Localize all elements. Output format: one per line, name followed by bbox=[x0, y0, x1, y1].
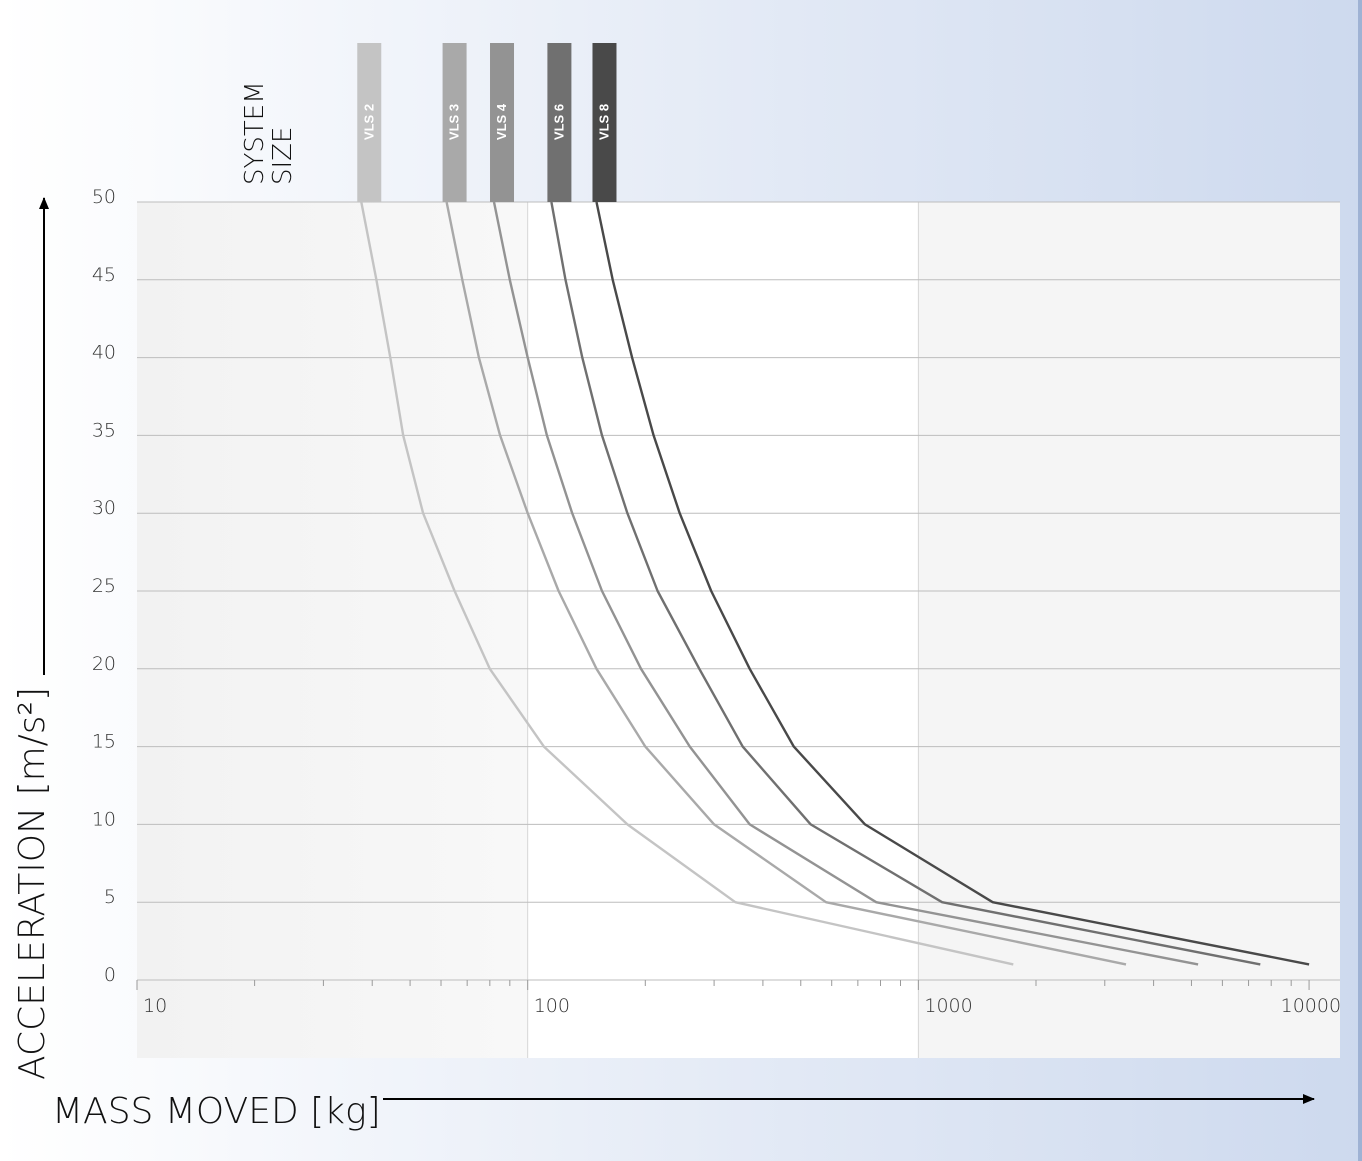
system-size-tab-bar bbox=[490, 43, 515, 202]
x-tick-label-10000: 10000 bbox=[1281, 995, 1341, 1017]
system-size-tab: VLS 3 bbox=[442, 43, 467, 202]
system-size-tab: VLS 2 bbox=[357, 43, 382, 202]
series-line-vls-2 bbox=[360, 201, 1014, 966]
system-size-tab-bar bbox=[442, 43, 467, 202]
series-line-vls-8 bbox=[595, 201, 1310, 966]
legend-title-line1: SYSTEM bbox=[240, 81, 270, 185]
system-size-tab-bar bbox=[592, 43, 617, 202]
y-tick-label-40: 40 bbox=[92, 342, 116, 364]
y-tick-label-15: 15 bbox=[92, 731, 116, 753]
y-tick-label-10: 10 bbox=[92, 808, 116, 830]
system-size-tab: VLS 4 bbox=[490, 43, 515, 202]
y-tick-label-45: 45 bbox=[92, 264, 116, 286]
y-tick-label-0: 0 bbox=[104, 964, 116, 986]
series-line-vls-4 bbox=[492, 201, 1199, 966]
series-line-vls-6 bbox=[550, 201, 1261, 966]
x-tick-labels: 10 100 1000 10000 bbox=[143, 995, 1341, 1017]
x-tick-label-10: 10 bbox=[143, 995, 167, 1017]
y-tick-label-50: 50 bbox=[92, 186, 116, 208]
system-size-tab-label: VLS 4 bbox=[494, 103, 509, 140]
band-10-100 bbox=[137, 202, 528, 1058]
y-tick-label-20: 20 bbox=[92, 653, 116, 675]
y-axis-label: ACCELERATION [m/s²] bbox=[12, 687, 53, 1080]
x-tick-label-1000: 1000 bbox=[924, 995, 972, 1017]
system-size-tab: VLS 6 bbox=[547, 43, 572, 202]
system-size-tab-label: VLS 2 bbox=[361, 104, 376, 140]
y-tick-label-35: 35 bbox=[92, 419, 116, 441]
system-size-tab-bar bbox=[357, 43, 382, 202]
series-lines bbox=[360, 201, 1310, 966]
band-100-1000 bbox=[527, 202, 919, 1058]
x-tick-label-100: 100 bbox=[534, 995, 570, 1017]
series-line-vls-3 bbox=[445, 201, 1127, 966]
y-tick-label-30: 30 bbox=[92, 497, 116, 519]
system-size-tabs: VLS 2 VLS 3 VLS 4 VLS 6 VLS 8 bbox=[357, 43, 617, 202]
system-size-tab-label: VLS 3 bbox=[447, 104, 462, 140]
band-1000-10000 bbox=[918, 202, 1340, 1058]
y-tick-labels: 0 5 10 15 20 25 30 35 40 45 50 bbox=[92, 186, 116, 986]
legend-title-line2: SIZE bbox=[268, 127, 298, 185]
y-tick-label-5: 5 bbox=[104, 886, 116, 908]
system-size-tab-label: VLS 6 bbox=[551, 104, 566, 140]
system-size-tab: VLS 8 bbox=[592, 43, 617, 202]
x-axis-label: MASS MOVED [kg] bbox=[52, 1091, 381, 1132]
y-tick-label-25: 25 bbox=[92, 575, 116, 597]
system-size-tab-bar bbox=[547, 43, 572, 202]
plot-background bbox=[137, 202, 1340, 1058]
right-border bbox=[1358, 0, 1362, 1161]
x-minor-ticks bbox=[136, 980, 1310, 990]
system-size-tab-label: VLS 8 bbox=[596, 104, 611, 140]
